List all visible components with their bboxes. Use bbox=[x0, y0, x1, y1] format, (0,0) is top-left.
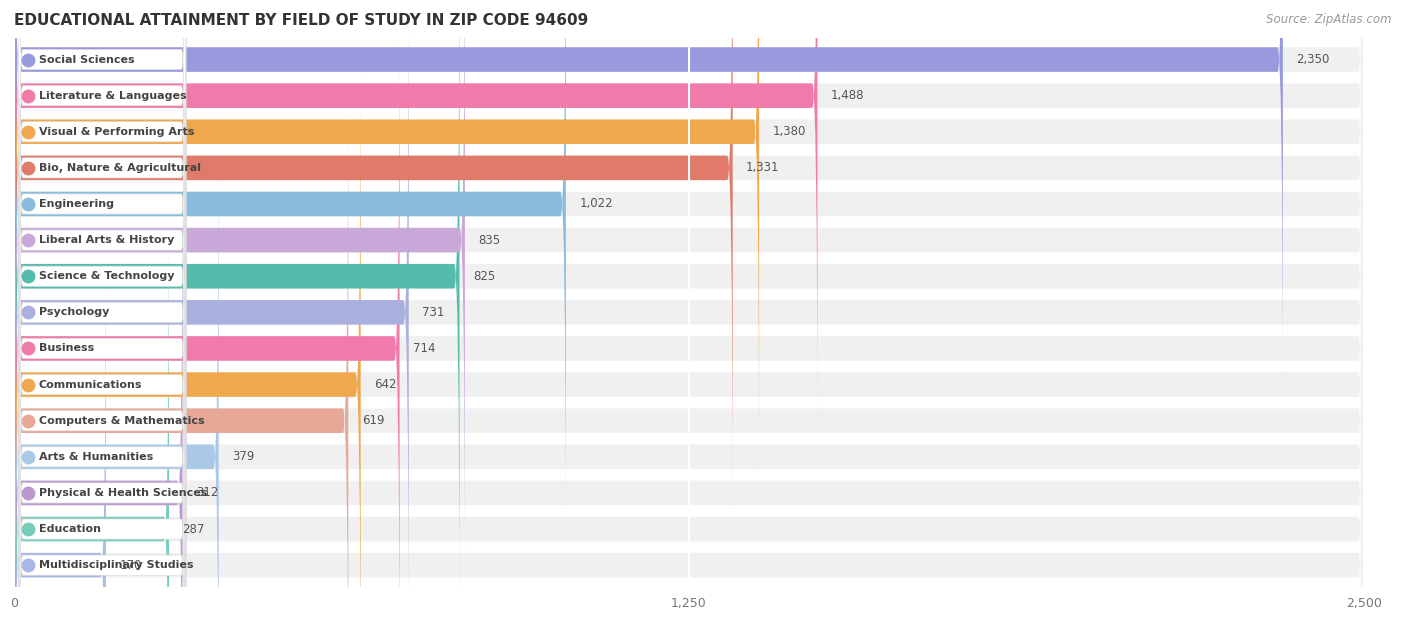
FancyBboxPatch shape bbox=[14, 0, 1364, 631]
Text: 170: 170 bbox=[120, 558, 142, 572]
Text: Visual & Performing Arts: Visual & Performing Arts bbox=[39, 127, 194, 137]
Text: 731: 731 bbox=[422, 306, 444, 319]
FancyBboxPatch shape bbox=[14, 0, 759, 481]
Text: 835: 835 bbox=[478, 233, 501, 247]
FancyBboxPatch shape bbox=[18, 0, 186, 555]
Text: Business: Business bbox=[39, 343, 94, 353]
FancyBboxPatch shape bbox=[14, 72, 1364, 631]
FancyBboxPatch shape bbox=[14, 180, 1364, 631]
Text: 1,488: 1,488 bbox=[831, 89, 865, 102]
FancyBboxPatch shape bbox=[14, 0, 460, 625]
Text: Science & Technology: Science & Technology bbox=[39, 271, 174, 281]
FancyBboxPatch shape bbox=[14, 36, 361, 631]
FancyBboxPatch shape bbox=[14, 216, 105, 631]
Text: EDUCATIONAL ATTAINMENT BY FIELD OF STUDY IN ZIP CODE 94609: EDUCATIONAL ATTAINMENT BY FIELD OF STUDY… bbox=[14, 13, 588, 28]
Text: Psychology: Psychology bbox=[39, 307, 110, 317]
Text: 1,380: 1,380 bbox=[773, 126, 806, 138]
Text: 825: 825 bbox=[472, 269, 495, 283]
Text: 287: 287 bbox=[183, 522, 205, 536]
Text: Arts & Humanities: Arts & Humanities bbox=[39, 452, 153, 462]
Text: 1,331: 1,331 bbox=[747, 162, 780, 174]
FancyBboxPatch shape bbox=[18, 0, 186, 411]
FancyBboxPatch shape bbox=[18, 286, 186, 631]
FancyBboxPatch shape bbox=[18, 142, 186, 631]
Text: Computers & Mathematics: Computers & Mathematics bbox=[39, 416, 204, 426]
FancyBboxPatch shape bbox=[14, 0, 409, 631]
FancyBboxPatch shape bbox=[14, 0, 733, 517]
FancyBboxPatch shape bbox=[18, 0, 186, 375]
FancyBboxPatch shape bbox=[14, 0, 1364, 631]
FancyBboxPatch shape bbox=[14, 216, 1364, 631]
Text: Bio, Nature & Agricultural: Bio, Nature & Agricultural bbox=[39, 163, 201, 173]
FancyBboxPatch shape bbox=[18, 0, 186, 338]
FancyBboxPatch shape bbox=[14, 0, 465, 589]
Text: Literature & Languages: Literature & Languages bbox=[39, 91, 187, 101]
Text: 2,350: 2,350 bbox=[1296, 53, 1330, 66]
FancyBboxPatch shape bbox=[18, 106, 186, 631]
Text: 714: 714 bbox=[413, 342, 436, 355]
Text: 619: 619 bbox=[361, 414, 384, 427]
Text: Communications: Communications bbox=[39, 380, 142, 389]
FancyBboxPatch shape bbox=[14, 0, 817, 444]
FancyBboxPatch shape bbox=[18, 214, 186, 631]
Text: Social Sciences: Social Sciences bbox=[39, 54, 135, 64]
FancyBboxPatch shape bbox=[14, 0, 1364, 517]
Text: Physical & Health Sciences: Physical & Health Sciences bbox=[39, 488, 207, 498]
FancyBboxPatch shape bbox=[18, 0, 186, 447]
FancyBboxPatch shape bbox=[14, 0, 1364, 589]
FancyBboxPatch shape bbox=[14, 0, 1364, 625]
Text: 1,022: 1,022 bbox=[579, 198, 613, 211]
FancyBboxPatch shape bbox=[14, 180, 169, 631]
FancyBboxPatch shape bbox=[14, 0, 399, 631]
FancyBboxPatch shape bbox=[14, 0, 1364, 444]
FancyBboxPatch shape bbox=[14, 0, 1364, 481]
Text: Engineering: Engineering bbox=[39, 199, 114, 209]
FancyBboxPatch shape bbox=[14, 72, 349, 631]
FancyBboxPatch shape bbox=[18, 178, 186, 631]
Text: Education: Education bbox=[39, 524, 101, 534]
Text: Multidisciplinary Studies: Multidisciplinary Studies bbox=[39, 560, 194, 570]
FancyBboxPatch shape bbox=[18, 0, 186, 519]
FancyBboxPatch shape bbox=[14, 0, 1364, 408]
Text: 642: 642 bbox=[374, 378, 396, 391]
FancyBboxPatch shape bbox=[14, 0, 1282, 408]
Text: 312: 312 bbox=[195, 487, 218, 499]
FancyBboxPatch shape bbox=[14, 108, 219, 631]
FancyBboxPatch shape bbox=[14, 0, 1364, 553]
FancyBboxPatch shape bbox=[14, 36, 1364, 631]
Text: Liberal Arts & History: Liberal Arts & History bbox=[39, 235, 174, 245]
FancyBboxPatch shape bbox=[14, 144, 1364, 631]
FancyBboxPatch shape bbox=[18, 0, 186, 483]
Text: Source: ZipAtlas.com: Source: ZipAtlas.com bbox=[1267, 13, 1392, 26]
FancyBboxPatch shape bbox=[14, 144, 183, 631]
Text: 379: 379 bbox=[232, 451, 254, 463]
FancyBboxPatch shape bbox=[18, 33, 186, 591]
FancyBboxPatch shape bbox=[18, 69, 186, 627]
FancyBboxPatch shape bbox=[14, 108, 1364, 631]
FancyBboxPatch shape bbox=[18, 250, 186, 631]
FancyBboxPatch shape bbox=[14, 0, 565, 553]
